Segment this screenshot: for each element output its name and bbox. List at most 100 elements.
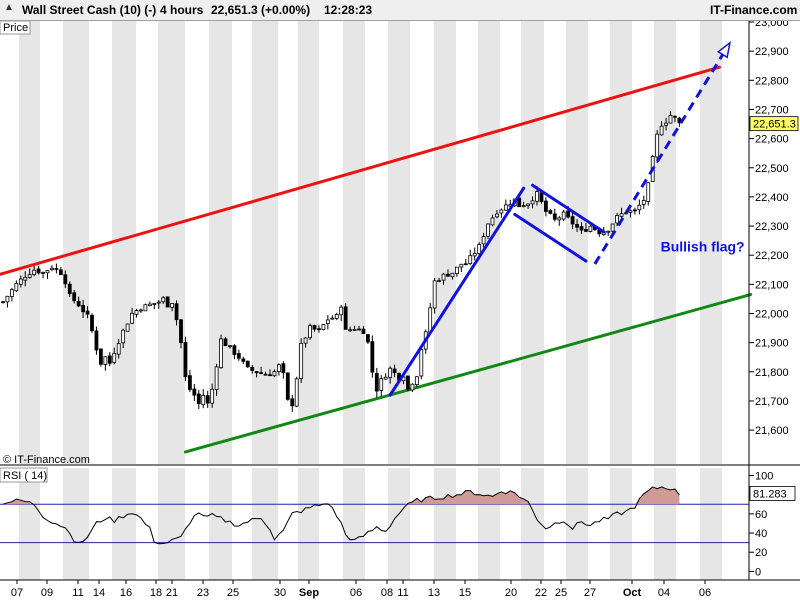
candle-body: [99, 348, 103, 365]
flag-upper-line: [531, 183, 606, 234]
candle-body: [365, 334, 370, 343]
candle-body: [450, 272, 455, 278]
timeframe[interactable]: 4 hours: [160, 3, 204, 17]
candle-body: [50, 267, 54, 271]
candle-body: [236, 353, 241, 359]
candle-body: [348, 329, 353, 332]
candle-body: [156, 301, 161, 304]
candle-body: [285, 372, 290, 400]
candle-body: [361, 328, 366, 335]
candle-body: [570, 216, 575, 225]
candle-body: [1, 301, 5, 304]
x-tick-label: 25: [555, 587, 567, 599]
price-y-tick-label: 22,800: [755, 75, 789, 87]
rsi-last-value-marker: [749, 486, 796, 501]
sort-icon[interactable]: ▲: [4, 2, 14, 13]
price-y-tick-label: 22,300: [755, 221, 789, 233]
x-tick-label: 22: [535, 587, 547, 599]
rsi-grid-band: [298, 468, 319, 580]
candle-body: [9, 289, 14, 297]
candle-body: [535, 191, 539, 202]
candle-body: [379, 378, 384, 391]
x-tick-label: 25: [227, 587, 239, 599]
candle-body: [130, 312, 134, 324]
x-tick-label: 15: [459, 587, 471, 599]
x-tick-label: 30: [274, 587, 286, 599]
candle-body: [205, 395, 210, 404]
candle-body: [446, 273, 450, 277]
candle-body: [134, 310, 139, 315]
candle-body: [472, 252, 477, 257]
candle-body: [263, 373, 268, 376]
price-y-tick-label: 22,500: [755, 163, 789, 175]
rsi-panel-label: RSI ( 14): [3, 470, 47, 482]
price-label-box: [0, 20, 31, 35]
x-tick-label: 21: [166, 587, 178, 599]
candle-body: [539, 192, 544, 203]
candle-body: [499, 209, 504, 214]
candle-body: [610, 223, 615, 232]
candle-body: [219, 338, 223, 369]
candle-body: [5, 295, 10, 303]
candle-body: [241, 358, 246, 362]
candle-body: [325, 319, 330, 324]
candle-body: [566, 210, 571, 218]
candle-body: [357, 328, 361, 331]
flag-lower-line: [513, 212, 588, 263]
candle-body: [557, 217, 562, 221]
flagpole-line: [388, 186, 526, 397]
candle-body: [486, 223, 490, 237]
rsi-grid-band: [566, 468, 588, 580]
candle-body: [214, 366, 219, 390]
candle-body: [454, 266, 459, 275]
x-tick-label: 20: [505, 587, 517, 599]
candle-body: [561, 211, 566, 220]
candle-body: [668, 115, 673, 124]
rsi-grid-band: [19, 468, 40, 580]
candle-body: [334, 313, 339, 319]
rsi-grid-band: [521, 468, 544, 580]
candle-body: [165, 296, 170, 308]
candle-body: [259, 372, 264, 374]
x-tick-label: 11: [397, 587, 408, 599]
price-y-tick-label: 21,800: [755, 367, 789, 379]
candle-body: [374, 372, 379, 392]
x-tick-label: 07: [11, 587, 23, 599]
x-tick-label: 23: [197, 587, 209, 599]
x-tick-label: 11: [72, 587, 83, 599]
x-tick-label: 09: [41, 587, 53, 599]
price-y-tick-label: 21,600: [755, 425, 789, 437]
price-y-tick-label: 22,400: [755, 192, 789, 204]
candle-body: [210, 388, 215, 404]
candle-body: [437, 280, 442, 282]
rsi-grid-band: [388, 468, 410, 580]
candle-body: [628, 210, 633, 213]
x-tick-label: 06: [350, 587, 362, 599]
candle-body: [254, 371, 259, 374]
candle-body: [664, 122, 668, 126]
candle-body: [490, 217, 495, 226]
candle-body: [312, 325, 317, 330]
candle-body: [268, 374, 272, 377]
candle-body: [228, 345, 232, 348]
rsi-grid-band: [343, 468, 365, 580]
price-y-tick-label: 22,100: [755, 279, 789, 291]
candle-body: [76, 300, 81, 307]
x-tick-label: Sep: [299, 587, 319, 599]
candle-body: [183, 342, 188, 378]
candle-body: [584, 229, 588, 232]
candle-body: [655, 133, 660, 158]
candle-body: [517, 197, 522, 208]
candle-body: [72, 292, 77, 302]
upper-channel-line: [0, 65, 721, 276]
candle-body: [112, 352, 117, 364]
candle-body: [290, 398, 295, 407]
candle-body: [36, 268, 41, 274]
price-grid-band: [63, 21, 89, 464]
candle-body: [481, 236, 486, 245]
candle-body: [103, 356, 108, 365]
candle-body: [303, 337, 308, 344]
candle-body: [152, 303, 157, 305]
candle-body: [468, 255, 473, 265]
candle-body: [339, 306, 344, 316]
